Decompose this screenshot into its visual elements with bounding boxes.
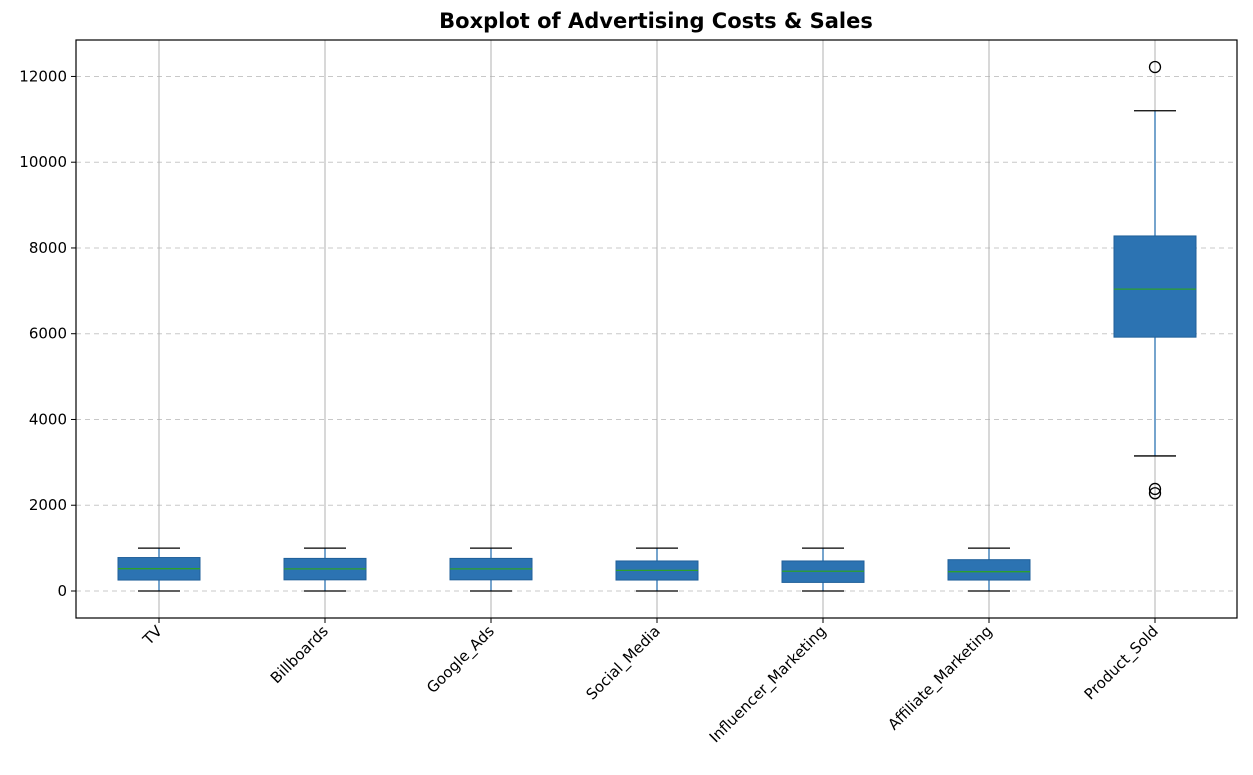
x-tick-label: Influencer_Marketing <box>706 622 831 747</box>
box-tv <box>117 547 201 592</box>
box-google-ads <box>449 547 533 592</box>
y-tick-label: 10000 <box>19 153 67 171</box>
x-tick-label: Billboards <box>267 622 332 687</box>
grid-layer <box>76 40 1237 618</box>
x-tick-label: Google_Ads <box>423 622 499 698</box>
y-tick-label: 2000 <box>29 496 67 514</box>
outlier-point <box>1148 60 1162 74</box>
iqr-box <box>1113 235 1197 338</box>
chart-title: Boxplot of Advertising Costs & Sales <box>439 9 873 33</box>
y-tick-label: 6000 <box>29 325 67 343</box>
y-tick-label: 4000 <box>29 410 67 428</box>
y-tick-label: 8000 <box>29 239 67 257</box>
iqr-box <box>947 559 1031 581</box>
x-tick-label: Product_Sold <box>1081 622 1163 704</box>
x-tick-label: Affiliate_Marketing <box>884 622 996 734</box>
box-layer <box>117 60 1197 592</box>
y-tick-label: 12000 <box>19 67 67 85</box>
box-product-sold <box>1113 60 1197 500</box>
y-tick-label: 0 <box>57 582 67 600</box>
box-social-media <box>615 547 699 592</box>
x-tick-label: TV <box>139 622 167 650</box>
box-affiliate-marketing <box>947 547 1031 592</box>
x-tick-label: Social_Media <box>582 622 664 704</box>
box-billboards <box>283 547 367 592</box>
outlier-point <box>1148 487 1162 500</box>
tick-layer: 0 2000 4000 6000 8000 10000 12000 TV Billboards G… <box>19 67 1162 746</box>
outlier-point <box>1148 482 1162 496</box>
box-influencer-marketing <box>781 547 865 592</box>
